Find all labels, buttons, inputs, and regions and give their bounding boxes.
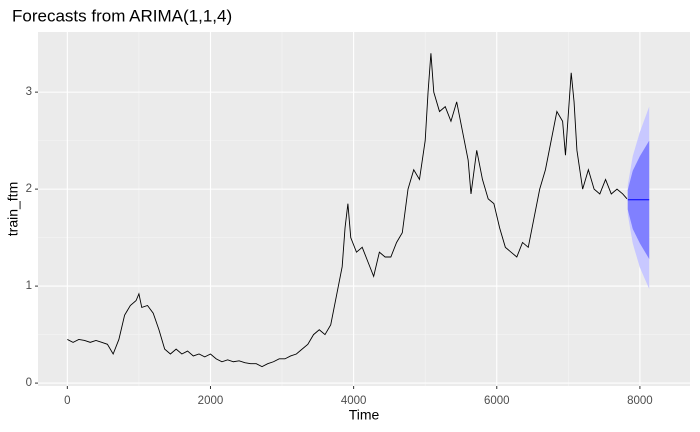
plot-panel	[38, 32, 690, 386]
x-tick-label: 4000	[341, 395, 367, 407]
x-axis-label: Time	[349, 407, 380, 423]
x-tick-label: 2000	[198, 395, 224, 407]
y-tick-label: 2	[26, 183, 32, 195]
y-tick-label: 0	[26, 377, 32, 389]
x-tick-label: 0	[64, 395, 70, 407]
chart-title: Forecasts from ARIMA(1,1,4)	[12, 6, 232, 25]
x-tick-label: 8000	[627, 395, 653, 407]
y-axis-label: train_ftm	[5, 182, 21, 236]
x-tick-label: 6000	[484, 395, 510, 407]
history-line	[67, 53, 628, 368]
y-tick-label: 3	[26, 86, 32, 98]
y-tick-label: 1	[26, 280, 32, 292]
